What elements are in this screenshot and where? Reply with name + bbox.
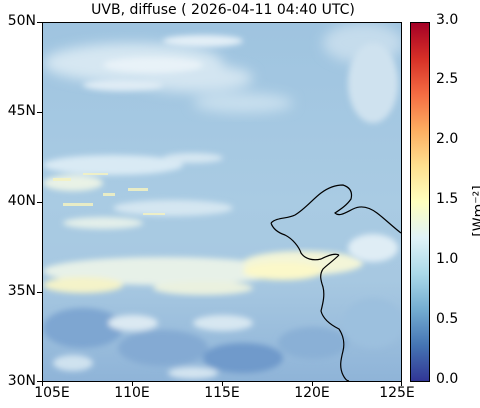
y-tick-label: 30N — [7, 373, 36, 389]
y-tick-label: 35N — [7, 283, 36, 299]
coastline — [270, 184, 401, 381]
cloud-band-south-yellow — [43, 251, 363, 295]
x-tick-label: 115E — [204, 385, 240, 401]
colorbar-tick-label: 0.0 — [436, 371, 459, 387]
y-tick-mark — [37, 202, 42, 203]
x-tick-label: 105E — [34, 385, 70, 401]
x-tick-label: 120E — [294, 385, 330, 401]
colorbar-tick-label: 3.0 — [436, 12, 459, 28]
y-tick-label: 45N — [7, 103, 36, 119]
x-tick-mark — [42, 382, 43, 386]
colorbar-tick-label: 1.0 — [436, 251, 459, 267]
y-tick-label: 50N — [7, 13, 36, 29]
southern-mottle — [43, 298, 401, 379]
y-tick-mark — [37, 381, 42, 382]
y-tick-mark — [37, 112, 42, 113]
x-tick-mark — [312, 382, 313, 386]
cloud-band-north-bright — [83, 35, 243, 91]
x-tick-mark — [401, 382, 402, 386]
map-title: UVB, diffuse ( 2026-04-11 04:40 UTC) — [91, 2, 355, 18]
x-tick-label: 110E — [114, 385, 150, 401]
x-tick-mark — [222, 382, 223, 386]
map-plot — [42, 22, 402, 382]
map-field — [43, 23, 401, 381]
colorbar-tick-label: 1.5 — [436, 191, 459, 207]
colorbar-gradient — [411, 23, 429, 381]
yellow-speckles-mid — [53, 173, 165, 215]
cloud-streaks-mid — [43, 153, 233, 229]
colorbar-unit-label: [Wm⁻²] — [471, 185, 480, 237]
cloud-east — [348, 43, 398, 262]
colorbar — [410, 22, 430, 382]
y-tick-mark — [37, 292, 42, 293]
colorbar-tick-label: 2.5 — [436, 71, 459, 87]
colorbar-tick-label: 2.0 — [436, 131, 459, 147]
y-tick-mark — [37, 22, 42, 23]
y-tick-label: 40N — [7, 193, 36, 209]
x-tick-mark — [132, 382, 133, 386]
x-tick-label: 125E — [379, 385, 415, 401]
colorbar-tick-label: 0.5 — [436, 311, 459, 327]
